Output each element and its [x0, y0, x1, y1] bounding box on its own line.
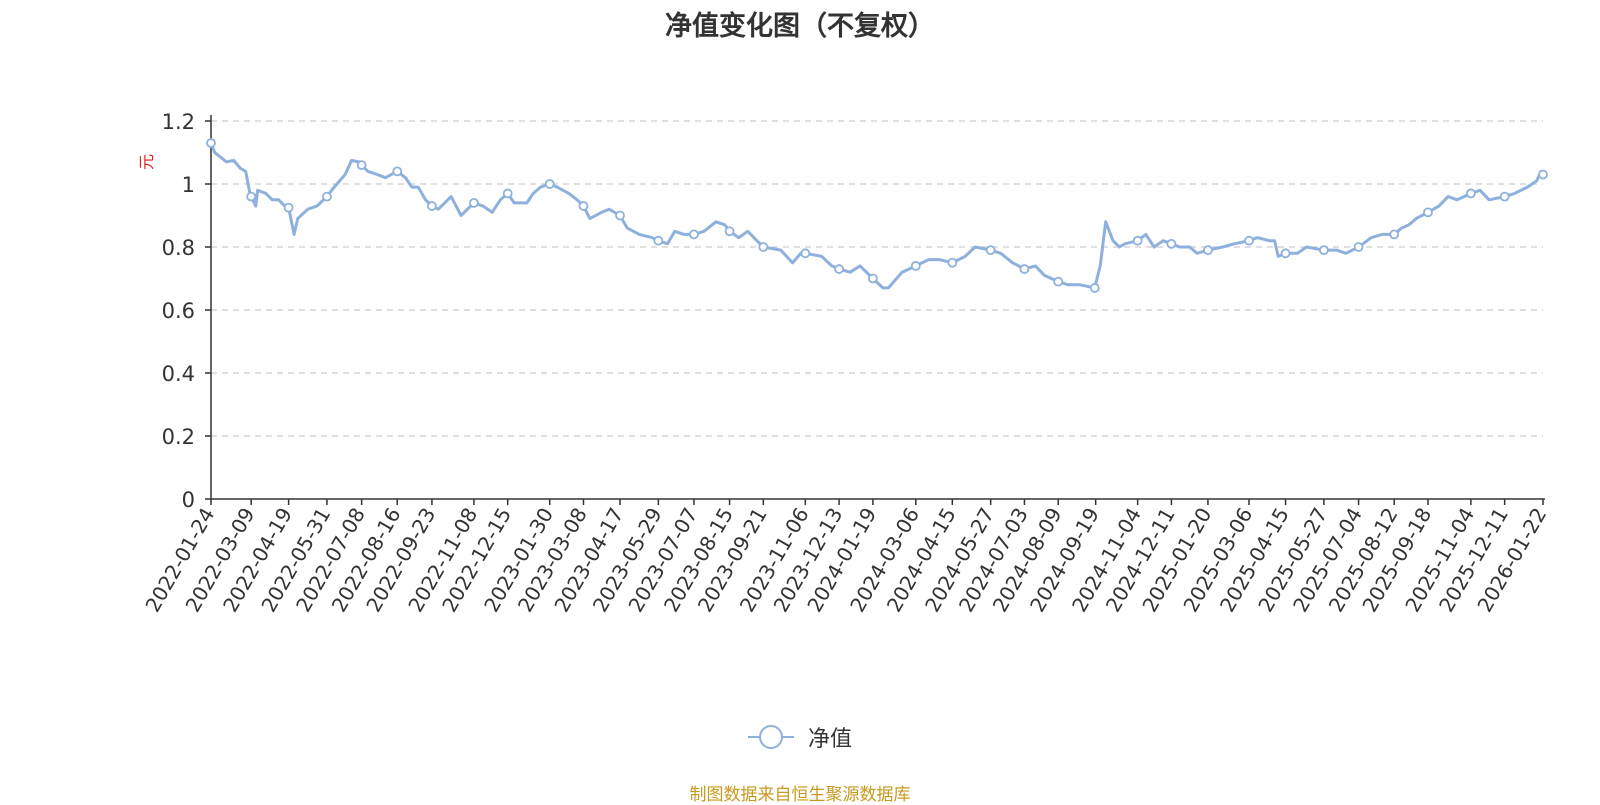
data-point[interactable] — [206, 138, 216, 148]
data-point[interactable] — [724, 226, 735, 237]
data-point[interactable] — [1318, 245, 1329, 256]
y-tick-label: 0.2 — [162, 425, 195, 449]
data-point[interactable] — [322, 191, 332, 202]
data-point[interactable] — [1053, 276, 1064, 287]
y-tick-label: 1.2 — [162, 110, 195, 134]
axes — [205, 115, 1545, 505]
data-point[interactable] — [1353, 242, 1364, 252]
data-point[interactable] — [1019, 264, 1030, 274]
data-point[interactable] — [502, 188, 513, 199]
data-point[interactable] — [947, 257, 958, 268]
data-point[interactable] — [246, 191, 257, 202]
legend[interactable]: 净值 — [746, 722, 852, 752]
y-tick-label: 0.8 — [162, 236, 195, 260]
data-point[interactable] — [1203, 245, 1213, 256]
data-point[interactable] — [1280, 248, 1291, 259]
data-point[interactable] — [800, 248, 811, 259]
data-point[interactable] — [1465, 188, 1476, 199]
data-point[interactable] — [356, 160, 367, 171]
series-net-value — [206, 138, 1548, 293]
data-point[interactable] — [427, 201, 437, 211]
data-point[interactable] — [653, 235, 664, 246]
data-point[interactable] — [615, 210, 625, 221]
data-point[interactable] — [578, 201, 589, 211]
data-point[interactable] — [392, 166, 403, 177]
data-point[interactable] — [1089, 283, 1100, 293]
chart-title: 净值变化图（不复权） — [665, 11, 935, 42]
data-point[interactable] — [1389, 229, 1400, 240]
legend-label: 净值 — [808, 727, 853, 752]
data-point[interactable] — [1538, 169, 1548, 180]
data-point[interactable] — [544, 179, 555, 189]
data-point[interactable] — [985, 245, 996, 256]
data-point[interactable] — [689, 229, 699, 240]
y-tick-label: 1 — [182, 173, 195, 197]
data-point[interactable] — [1499, 191, 1510, 202]
grid-lines — [211, 120, 1543, 437]
y-tick-label: 0 — [182, 488, 195, 512]
data-point[interactable] — [758, 242, 769, 252]
source-note: 制图数据来自恒生聚源数据库 — [689, 785, 911, 805]
data-point[interactable] — [910, 260, 921, 271]
y-tick-label: 0.4 — [162, 362, 195, 386]
data-point[interactable] — [1244, 235, 1254, 246]
data-point[interactable] — [1166, 238, 1177, 249]
y-tick-labels: 0 0.2 0.4 0.6 0.8 1 1.2 — [162, 110, 195, 512]
data-point[interactable] — [469, 197, 479, 208]
data-point[interactable] — [1132, 235, 1143, 246]
x-tick-labels: 2022-01-242022-03-092022-04-192022-05-31… — [140, 504, 1551, 617]
data-point[interactable] — [283, 202, 294, 213]
series-line — [209, 141, 1545, 290]
data-point[interactable] — [1423, 207, 1433, 218]
y-tick-label: 0.6 — [162, 299, 195, 323]
y-axis-unit-label: 元 — [137, 154, 156, 170]
legend-line-marker-icon — [748, 725, 794, 749]
data-point[interactable] — [867, 273, 878, 284]
data-point[interactable] — [834, 264, 845, 274]
